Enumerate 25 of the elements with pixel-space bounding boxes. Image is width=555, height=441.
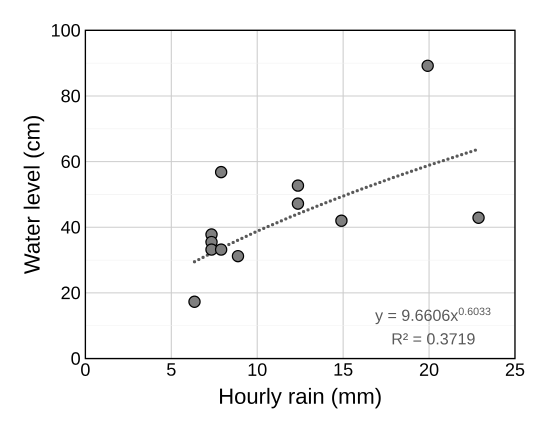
x-tick-label: 5 xyxy=(167,363,176,376)
point xyxy=(214,243,228,256)
point xyxy=(232,250,244,262)
y-axis-title: Water level (cm) xyxy=(24,116,44,274)
x-tick-label: 15 xyxy=(334,363,352,376)
y-tick-label: 60 xyxy=(62,155,80,168)
point xyxy=(335,214,348,227)
x-tick-label: 20 xyxy=(420,363,438,376)
x-tick-label: 0 xyxy=(81,363,90,376)
x-axis-title: Hourly rain (mm) xyxy=(220,388,381,408)
annotation: y = 9.6606x$^{0.6033}$ xyxy=(375,307,490,324)
y-tick-label: 40 xyxy=(61,220,80,234)
point xyxy=(214,166,228,178)
point xyxy=(292,197,304,210)
annotation: R² = 0.3719 xyxy=(392,333,475,344)
point xyxy=(421,59,434,72)
point xyxy=(472,211,485,224)
point xyxy=(292,179,304,192)
y-tick-label: 20 xyxy=(62,286,80,300)
point xyxy=(188,295,201,308)
y-tick-label: 100 xyxy=(52,24,80,37)
y-tick-label: 0 xyxy=(71,352,80,365)
x-tick-label: 25 xyxy=(506,363,524,376)
x-tick-label: 10 xyxy=(248,363,267,376)
y-tick-label: 80 xyxy=(61,89,80,102)
